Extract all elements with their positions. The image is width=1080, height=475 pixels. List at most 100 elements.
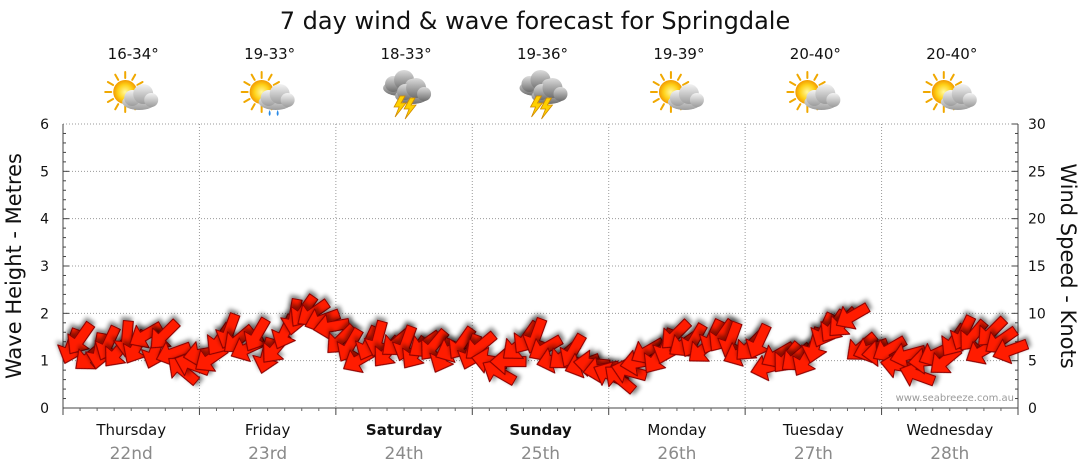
lightning-bolt [403,97,417,120]
right-axis-label: Wind Speed - Knots [1056,163,1080,368]
sun-ray [659,103,665,111]
sun-ray [272,81,280,86]
day-label: Tuesday [782,421,844,439]
wind-arrow-shape [67,320,96,355]
cloud-shape [667,84,704,110]
sun-cloud-rain-icon [240,71,295,116]
date-label: 23rd [248,444,287,464]
cloud-puff [280,93,295,107]
sun-ray [250,73,256,81]
storm-icon [383,70,432,120]
watermark: www.seabreeze.com.au [896,393,1014,404]
left-axis-ticks: 0 1 2 3 4 5 6 [40,117,49,417]
temperature-range: 20-40° [790,45,841,63]
left-tick-label: 1 [40,354,49,370]
sun-ray [925,98,933,103]
lightning-bolt [529,95,544,118]
cloud-puff [689,93,704,107]
wind-arrow [992,338,1030,365]
right-tick-label: 10 [1028,306,1046,322]
left-tick-label: 5 [40,164,49,180]
axes [62,123,1019,415]
sun-ray [796,73,802,81]
right-tick-label: 5 [1028,354,1037,370]
date-label: 27th [794,444,833,464]
wind-series [57,293,1030,395]
sun-ray [925,81,933,86]
wind-arrow [835,302,871,330]
wind-arrow [67,320,96,355]
sun-ray [789,98,797,103]
sun-ray [114,103,120,111]
lightning-bolt [393,95,407,118]
sun-cloud-icon [104,71,159,113]
sun-ray [682,81,690,86]
sun-ray [659,73,665,81]
sun-cloud-icon [649,71,704,113]
cloud-puff [962,93,977,107]
day-label: Thursday [95,421,166,439]
sun-ray [136,81,144,86]
daily-weather-row: 16-34° 19-33° 18-33° 19-36° 19-39° 20-40° 20-4… [104,45,977,120]
cloud-shape [940,84,977,110]
date-label: 24th [385,444,424,464]
sun-cloud-icon [786,71,841,113]
sun-ray [652,98,660,103]
date-label: 22nd [110,444,153,464]
temperature-range: 16-34° [108,45,159,63]
left-axis-label: Wave Height - Metres [2,153,26,379]
sun-ray [813,73,819,81]
temperature-range: 19-39° [653,45,704,63]
right-tick-label: 25 [1028,164,1046,180]
right-tick-label: 15 [1028,259,1046,275]
storm-icon [519,70,568,120]
sun-ray [106,98,115,103]
cloud-puff [144,93,159,107]
day-label: Friday [245,421,291,439]
sun-ray [131,73,137,81]
sun-ray [932,103,938,111]
lightning-bolt [539,97,554,120]
wind-arrow-shape [129,321,165,349]
date-label: 26th [657,444,696,464]
left-tick-label: 0 [40,401,49,417]
left-tick-label: 2 [40,306,49,322]
cloud-shape [395,78,432,104]
temperature-range: 20-40° [926,45,977,63]
temperature-range: 18-33° [381,45,432,63]
sun-cloud-icon [922,71,977,113]
right-tick-label: 20 [1028,212,1046,228]
temperature-range: 19-33° [244,45,295,63]
sun-ray [652,81,660,86]
sun-ray [243,81,251,86]
rain-drop [268,110,271,116]
day-label: Wednesday [906,421,993,439]
sun-ray [106,81,115,86]
left-tick-label: 6 [40,117,49,133]
wind-arrow-shape [992,338,1030,365]
sun-ray [789,81,797,86]
right-tick-label: 30 [1028,117,1046,133]
wind-arrow [129,321,165,349]
cloud-puff [417,87,432,101]
wind-arrow [150,318,181,349]
cloud-puff [553,87,568,101]
sun-ray [818,81,826,86]
sun-ray [954,81,963,86]
date-label: 28th [930,444,969,464]
right-tick-label: 0 [1028,401,1037,417]
right-axis-ticks: 0 5 10 15 20 25 30 [1028,117,1046,417]
chart-title: 7 day wind & wave forecast for Springdal… [280,7,790,35]
day-label: Saturday [366,421,443,439]
wind-arrow-shape [835,302,871,330]
cloud-puff [826,93,841,107]
sun-ray [267,73,273,81]
day-label: Monday [647,421,706,439]
wind-arrow-shape [150,318,181,349]
sun-ray [932,73,938,81]
cloud-shape [258,84,295,110]
sun-ray [949,73,955,81]
date-label: 25th [521,444,560,464]
rain-drop [276,110,279,116]
